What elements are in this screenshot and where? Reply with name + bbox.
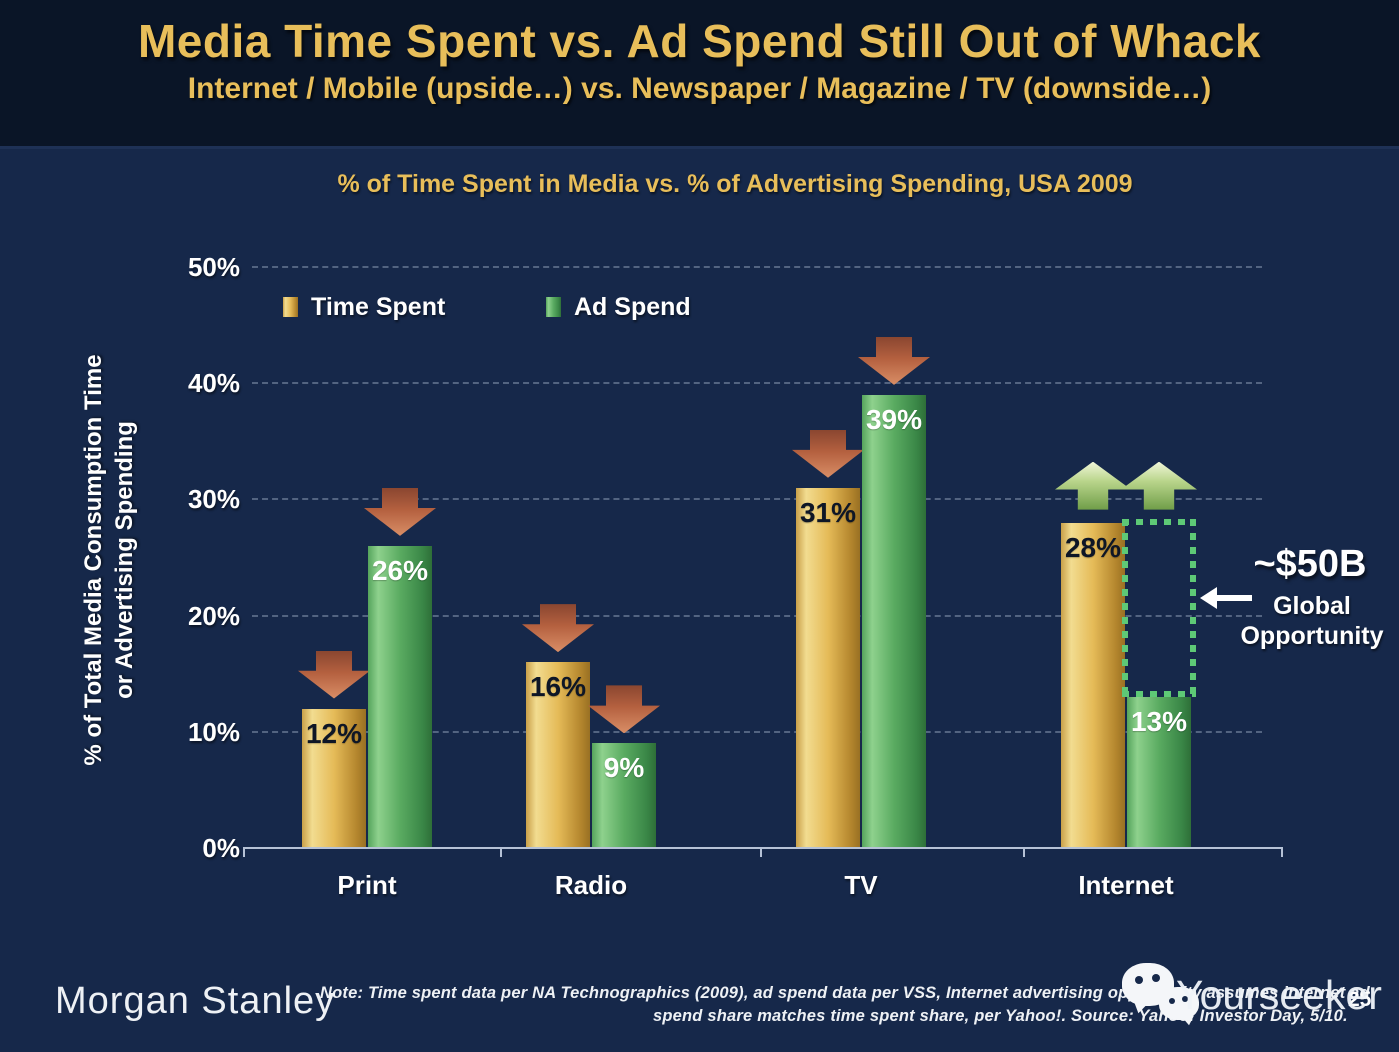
gridline-10% (252, 730, 1262, 733)
gridline-50% (252, 266, 1262, 268)
x-axis-tick-3 (1023, 847, 1025, 857)
category-label-radio: Radio (554, 870, 628, 900)
bar-value-time-spent-tv: 31% (799, 496, 857, 528)
y-axis-title-line2: or Advertising Spending (111, 421, 138, 699)
dotted-edge-top (1122, 518, 1196, 525)
legend-label-time-spent: Time Spent (311, 292, 446, 321)
bar-value-ad-spend-internet: 13% (1130, 705, 1188, 737)
down-arrow-icon-ad-spend-tv (858, 336, 930, 385)
bar-ad-spend-print (368, 545, 432, 847)
bar-value-time-spent-print: 12% (305, 717, 363, 749)
bar-value-ad-spend-radio: 9% (603, 752, 645, 784)
opportunity-label-line2: Opportunity (1240, 622, 1384, 650)
legend-swatch-green (546, 297, 561, 317)
y-axis-title: % of Total Media Consumption Time or Adv… (78, 300, 142, 820)
x-axis-tick-1 (500, 847, 502, 857)
x-axis-tick-4 (1281, 847, 1283, 857)
down-arrow-icon-time-spent-tv (792, 429, 864, 478)
down-arrow-icon-ad-spend-print (364, 487, 436, 536)
dotted-edge-left (1122, 518, 1128, 697)
gridline-30% (252, 498, 1262, 501)
slide-subtitle: Internet / Mobile (upside…) vs. Newspape… (187, 72, 1212, 105)
bar-time-spent-internet (1061, 522, 1125, 847)
footnote-line1: Note: Time spent data per NA Technograph… (320, 984, 1370, 1002)
y-axis-title-line1: % of Total Media Consumption Time (80, 354, 107, 766)
gridline-40% (252, 382, 1262, 385)
x-axis-line (243, 847, 1283, 849)
up-arrow-icon-ad-spend-internet (1121, 461, 1197, 510)
y-tick-30%: 30% (187, 484, 240, 515)
left-arrow-icon (1200, 587, 1252, 609)
x-axis-tick-0 (243, 847, 245, 857)
bar-value-ad-spend-tv: 39% (865, 403, 923, 435)
bar-value-time-spent-internet: 28% (1064, 531, 1122, 563)
slide-header: Media Time Spent vs. Ad Spend Still Out … (0, 0, 1399, 149)
legend-item-time-spent: Time Spent (283, 292, 445, 322)
watermark-text: Yourseeker (1176, 972, 1382, 1018)
y-tick-50%: 50% (187, 252, 240, 282)
x-axis-tick-2 (760, 847, 762, 857)
y-tick-40%: 40% (187, 368, 240, 399)
morgan-stanley-logo: Morgan Stanley (55, 980, 336, 1022)
dotted-edge-bottom (1122, 690, 1196, 697)
down-arrow-icon-time-spent-radio (522, 604, 594, 653)
bar-ad-spend-radio (592, 743, 656, 847)
down-arrow-icon-time-spent-print (298, 650, 370, 699)
legend-swatch-gold (283, 297, 298, 317)
y-tick-20%: 20% (187, 600, 240, 631)
bar-time-spent-radio (526, 662, 590, 847)
bar-time-spent-print (302, 708, 366, 847)
category-label-internet: Internet (1078, 870, 1174, 900)
slide-title: Media Time Spent vs. Ad Spend Still Out … (137, 15, 1262, 67)
bar-ad-spend-tv (862, 394, 926, 847)
y-tick-0%: 0% (202, 833, 240, 863)
legend-item-ad-spend: Ad Spend (546, 292, 691, 322)
category-label-print: Print (337, 870, 397, 900)
bar-value-time-spent-radio: 16% (529, 671, 587, 703)
chart-title: % of Time Spent in Media vs. % of Advert… (337, 170, 1133, 198)
up-arrow-icon-time-spent-internet (1055, 461, 1131, 510)
opportunity-label-line1: Global (1273, 592, 1351, 620)
opportunity-value: ~$50B (1253, 543, 1367, 585)
dotted-edge-right (1190, 518, 1196, 697)
gridline-20% (252, 614, 1262, 617)
category-label-tv: TV (844, 870, 878, 900)
bar-ad-spend-internet (1127, 696, 1191, 847)
legend-label-ad-spend: Ad Spend (574, 292, 691, 321)
wechat-icon-small-bubble (1159, 987, 1199, 1020)
wechat-icon (1122, 963, 1174, 1006)
bar-time-spent-tv (796, 487, 860, 847)
bar-value-ad-spend-print: 26% (371, 554, 429, 586)
page-number: 25 (1348, 988, 1372, 1011)
y-tick-10%: 10% (187, 716, 240, 747)
